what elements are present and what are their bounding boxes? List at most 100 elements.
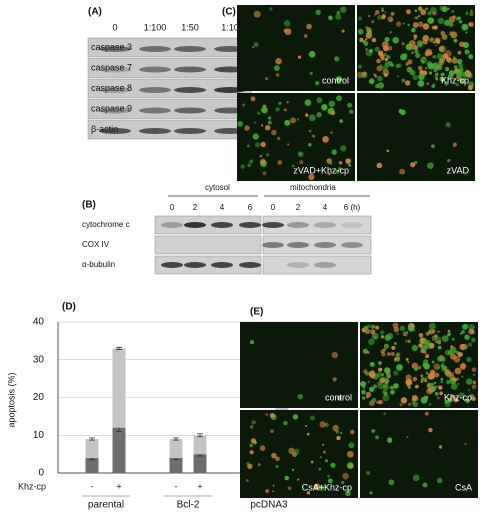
band xyxy=(184,262,206,268)
cell xyxy=(444,81,449,86)
cell xyxy=(420,349,425,354)
cell xyxy=(395,21,402,27)
cell xyxy=(265,153,270,157)
x-tick-label: + xyxy=(197,481,202,491)
cell xyxy=(363,325,369,331)
cell xyxy=(283,20,291,27)
cell xyxy=(306,23,312,30)
lane-label: 1:50 xyxy=(181,22,199,32)
cell xyxy=(400,397,408,404)
cell xyxy=(418,333,424,338)
cell xyxy=(386,55,391,59)
cell xyxy=(434,391,439,396)
cell xyxy=(436,396,440,400)
cell xyxy=(392,36,399,44)
fraction-label: mitochondria xyxy=(290,183,336,192)
cell xyxy=(374,46,380,52)
cell xyxy=(431,25,435,30)
cell xyxy=(375,10,380,15)
cell xyxy=(461,362,466,366)
cell xyxy=(431,144,435,149)
band xyxy=(211,262,233,268)
cell xyxy=(377,50,384,57)
cell xyxy=(272,490,275,493)
cell xyxy=(440,30,446,36)
cell xyxy=(377,14,383,20)
cell xyxy=(377,75,383,82)
cell xyxy=(404,57,407,60)
cell xyxy=(331,351,338,359)
cell xyxy=(420,396,428,404)
cell xyxy=(466,378,473,385)
bar-segment xyxy=(85,457,99,473)
cell xyxy=(432,54,437,59)
band xyxy=(139,107,171,114)
cell xyxy=(453,56,456,59)
cell xyxy=(458,67,464,73)
cell xyxy=(453,377,457,382)
cell xyxy=(378,367,383,372)
cell xyxy=(447,159,451,163)
cell xyxy=(328,15,333,21)
cell xyxy=(461,71,468,78)
cell xyxy=(428,427,433,433)
cell xyxy=(384,37,390,43)
cell xyxy=(418,343,423,348)
cell xyxy=(267,116,272,120)
cell xyxy=(455,82,460,87)
cell xyxy=(375,435,379,440)
micrograph xyxy=(237,5,355,91)
cell xyxy=(432,83,436,86)
cell xyxy=(389,30,393,34)
cell xyxy=(419,69,424,75)
cell xyxy=(438,445,443,449)
band xyxy=(139,46,171,52)
cell xyxy=(413,329,416,332)
cell xyxy=(375,325,380,330)
cell xyxy=(270,429,274,433)
cell xyxy=(369,361,375,367)
cell xyxy=(463,345,467,349)
cell xyxy=(315,81,320,86)
cell xyxy=(428,38,434,43)
cell xyxy=(446,380,451,385)
cell xyxy=(304,424,308,427)
image-label: zVAD xyxy=(447,165,470,175)
cell xyxy=(287,143,290,146)
cell xyxy=(422,482,428,488)
cell xyxy=(246,144,251,148)
cell xyxy=(378,361,382,365)
cell xyxy=(467,84,473,91)
cell xyxy=(286,101,289,104)
cell xyxy=(331,149,337,155)
error-bar xyxy=(116,346,122,350)
cell xyxy=(444,67,450,72)
cell xyxy=(362,396,366,400)
cell xyxy=(437,330,440,333)
micrograph xyxy=(240,322,358,408)
cell xyxy=(327,172,331,175)
cell xyxy=(401,42,405,46)
cell xyxy=(384,334,391,341)
cell xyxy=(399,325,405,331)
y-tick-label: 30 xyxy=(33,354,45,365)
micrograph xyxy=(360,410,478,498)
band xyxy=(99,128,131,134)
band xyxy=(139,128,171,134)
cell xyxy=(377,381,381,386)
cell xyxy=(345,490,351,497)
cell xyxy=(381,57,385,61)
cell xyxy=(381,7,384,10)
cell xyxy=(318,467,322,471)
cell xyxy=(451,9,455,13)
cell xyxy=(387,352,391,356)
cell xyxy=(428,51,433,56)
cell xyxy=(456,382,460,386)
cell xyxy=(249,443,253,448)
cell xyxy=(271,452,277,459)
cell xyxy=(428,322,436,330)
cell xyxy=(292,452,297,458)
cell xyxy=(426,82,430,86)
bar-segment xyxy=(112,427,126,473)
cell xyxy=(453,38,458,43)
